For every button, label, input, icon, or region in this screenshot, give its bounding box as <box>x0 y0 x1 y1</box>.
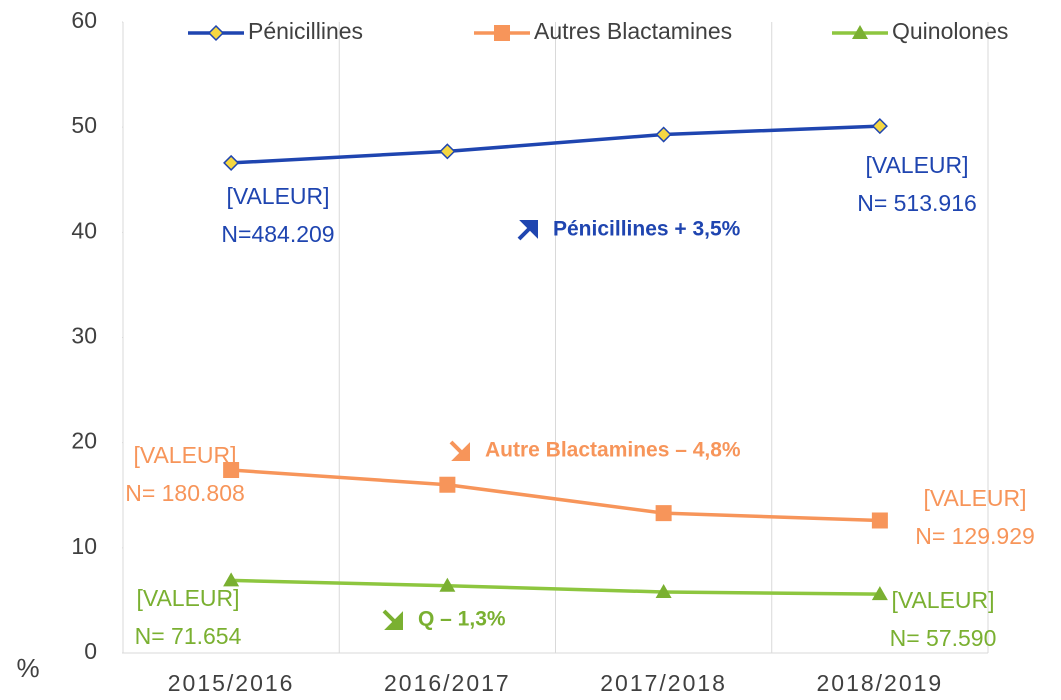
marker <box>223 572 240 587</box>
y-tick-label: 10 <box>71 533 97 559</box>
data-label: N= 180.808 <box>125 480 245 506</box>
x-tick-label: 2017/2018 <box>600 670 727 696</box>
data-label: N= 129.929 <box>915 523 1035 549</box>
x-tick-label: 2016/2017 <box>384 670 511 696</box>
data-label: N= 71.654 <box>135 623 242 649</box>
data-label: [VALEUR] <box>133 442 236 468</box>
data-label: N=484.209 <box>221 221 334 247</box>
marker <box>439 476 456 493</box>
legend-label: Quinolones <box>892 18 1008 44</box>
y-tick-label: 0 <box>84 638 97 664</box>
y-tick-label: 50 <box>71 112 97 138</box>
trend-arrow <box>382 609 403 630</box>
data-label: [VALEUR] <box>226 183 329 209</box>
marker <box>439 143 456 160</box>
marker <box>871 512 888 529</box>
y-tick-label: 40 <box>71 217 97 243</box>
y-axis-label: % <box>16 653 39 683</box>
marker <box>655 584 672 599</box>
trend-note: Pénicillines + 3,5% <box>553 218 741 241</box>
data-label: [VALEUR] <box>891 587 994 613</box>
marker <box>871 118 888 135</box>
data-label: N= 513.916 <box>857 190 977 216</box>
marker <box>871 586 888 601</box>
legend-marker <box>207 24 225 42</box>
legend-marker <box>852 25 868 39</box>
y-tick-label: 30 <box>71 323 97 349</box>
data-label: [VALEUR] <box>923 485 1026 511</box>
marker <box>223 154 240 171</box>
trend-arrow <box>517 220 538 241</box>
data-label: [VALEUR] <box>136 585 239 611</box>
marker <box>223 462 240 479</box>
legend-label: Autres Blactamines <box>534 18 732 44</box>
y-tick-label: 20 <box>71 428 97 454</box>
trend-note: Q – 1,3% <box>418 608 506 631</box>
series-line <box>231 124 880 165</box>
trend-arrow <box>449 440 470 461</box>
y-tick-label: 60 <box>71 7 97 33</box>
data-label: [VALEUR] <box>865 152 968 178</box>
trend-note: Autre Blactamines – 4,8% <box>485 439 741 462</box>
legend-label: Pénicillines <box>248 18 363 44</box>
series-line <box>231 578 880 596</box>
marker <box>439 577 456 592</box>
x-tick-label: 2015/2016 <box>168 670 295 696</box>
series-line <box>231 468 880 523</box>
data-label: N= 57.590 <box>890 625 997 651</box>
x-tick-label: 2018/2019 <box>817 670 944 696</box>
marker <box>655 126 672 143</box>
legend-marker <box>494 25 510 41</box>
marker <box>655 505 672 522</box>
